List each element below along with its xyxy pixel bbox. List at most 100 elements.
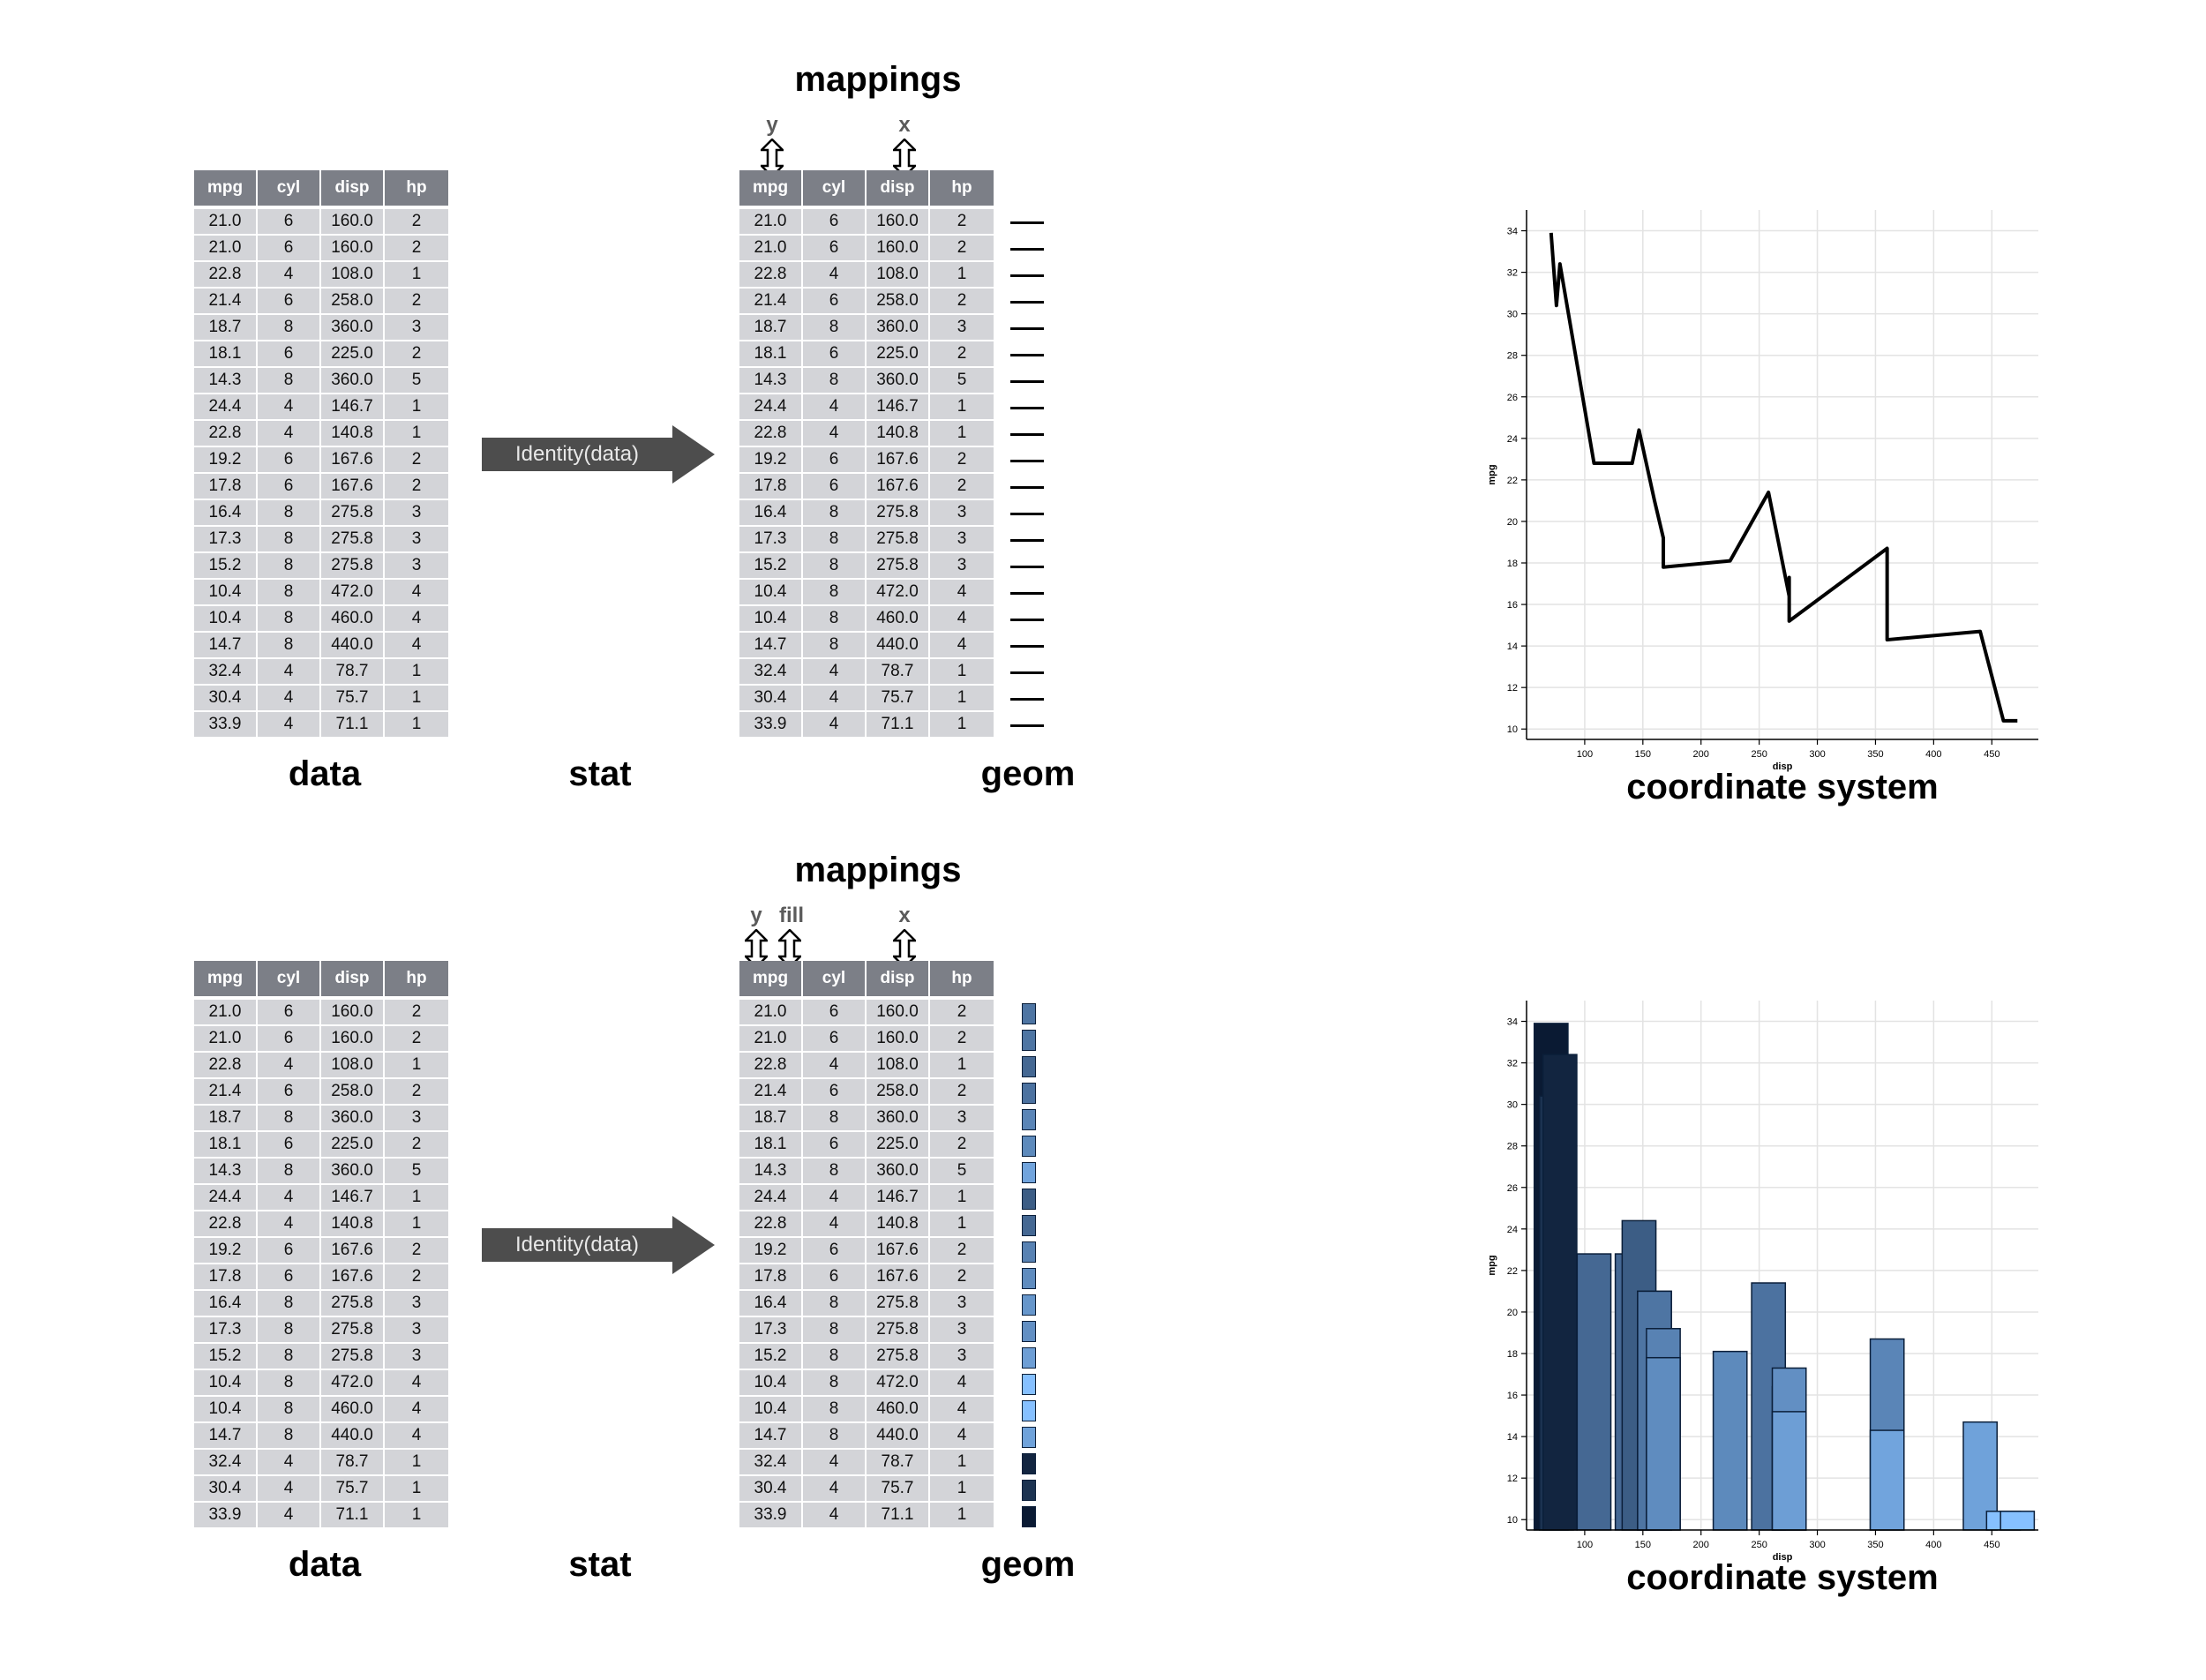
table-row: 30.4 4 75.7 1 [194, 1476, 448, 1503]
stat-identity-arrow: Identity(data) [482, 1216, 717, 1279]
table-cell: 3 [385, 1317, 448, 1344]
table-row: 21.4 6 258.0 2 [739, 1079, 994, 1106]
table-cell: 258.0 [867, 1079, 930, 1106]
table-cell: 21.0 [739, 1026, 803, 1053]
table-cell: 22.8 [739, 1211, 803, 1238]
table-cell: 10.4 [194, 1397, 258, 1423]
geom-fill-swatch [1022, 1109, 1036, 1130]
table-cell: 4 [803, 1053, 867, 1079]
table-cell: 8 [258, 1423, 321, 1450]
table-cell: 1 [385, 1053, 448, 1079]
table-cell: 21.0 [194, 236, 258, 262]
table-cell: 6 [803, 341, 867, 368]
data-table-header: mpg cyl disp hp [194, 170, 448, 209]
table-cell: 6 [258, 341, 321, 368]
table-cell: 2 [385, 289, 448, 315]
table-cell: 8 [803, 527, 867, 553]
table-row: 17.3 8 275.8 3 [194, 527, 448, 553]
table-row: 21.4 6 258.0 2 [194, 1079, 448, 1106]
table-cell: 1 [930, 1053, 994, 1079]
table-cell: 160.0 [321, 1000, 385, 1026]
table-cell: 15.2 [739, 553, 803, 580]
x-tick-label: 100 [1577, 1540, 1593, 1550]
table-cell: 4 [803, 1503, 867, 1529]
data-label: data [288, 754, 362, 793]
table-cell: 8 [258, 553, 321, 580]
y-tick-label: 18 [1507, 1349, 1518, 1360]
table-cell: 6 [258, 236, 321, 262]
table-cell: 275.8 [867, 500, 930, 527]
table-row: 14.7 8 440.0 4 [739, 633, 994, 659]
table-cell: 16.4 [739, 500, 803, 527]
table-cell: 19.2 [739, 1238, 803, 1264]
table-row: 15.2 8 275.8 3 [194, 553, 448, 580]
table-cell: 1 [930, 1476, 994, 1503]
table-cell: 10.4 [739, 580, 803, 606]
table-cell: 4 [258, 686, 321, 712]
table-cell: 8 [258, 1397, 321, 1423]
series-line [1549, 232, 2018, 723]
table-cell: 275.8 [321, 500, 385, 527]
table-cell: 1 [385, 262, 448, 289]
table-cell: 24.4 [194, 394, 258, 421]
table-cell: 167.6 [867, 474, 930, 500]
table-row: 14.7 8 440.0 4 [194, 633, 448, 659]
table-cell: 3 [930, 1106, 994, 1132]
geom-line-mark [1010, 566, 1044, 568]
table-cell: 3 [385, 527, 448, 553]
x-tick-label: 400 [1925, 749, 1941, 760]
table-cell: 33.9 [194, 1503, 258, 1529]
table-cell: 17.8 [739, 1264, 803, 1291]
table-cell: 275.8 [321, 1317, 385, 1344]
table-row: 18.7 8 360.0 3 [739, 1106, 994, 1132]
table-cell: 5 [385, 368, 448, 394]
table-row: 10.4 8 472.0 4 [739, 580, 994, 606]
geom-fill-swatch [1022, 1003, 1036, 1024]
table-cell: 8 [803, 315, 867, 341]
x-tick-label: 450 [1984, 1540, 2000, 1550]
table-cell: 21.0 [739, 209, 803, 236]
table-cell: 16.4 [194, 500, 258, 527]
table-cell: 17.3 [739, 1317, 803, 1344]
table-cell: 275.8 [321, 1344, 385, 1370]
y-axis-label: mpg [1487, 1255, 1497, 1275]
table-row: 16.4 8 275.8 3 [194, 500, 448, 527]
data-table-body: 21.0 6 160.0 2 21.0 6 160.0 2 22.8 4 108.0 1 21.4 6 25… [194, 209, 448, 739]
table-cell: 22.8 [739, 1053, 803, 1079]
table-row: 32.4 4 78.7 1 [194, 1450, 448, 1476]
stat-arrow-label: Identity(data) [514, 1233, 640, 1256]
table-cell: 4 [803, 1185, 867, 1211]
table-cell: 4 [258, 1211, 321, 1238]
table-cell: 2 [930, 474, 994, 500]
geom-fill-swatch [1022, 1215, 1036, 1236]
table-cell: 2 [930, 1000, 994, 1026]
table-cell: 8 [803, 633, 867, 659]
table-cell: 8 [803, 1397, 867, 1423]
table-cell: 21.0 [194, 209, 258, 236]
x-tick-label: 400 [1925, 1540, 1941, 1550]
table-cell: 167.6 [867, 1238, 930, 1264]
table-cell: 108.0 [867, 262, 930, 289]
table-cell: 4 [930, 1423, 994, 1450]
table-row: 14.7 8 440.0 4 [194, 1423, 448, 1450]
table-row: 22.8 4 108.0 1 [194, 262, 448, 289]
table-cell: 8 [258, 633, 321, 659]
x-tick-label: 300 [1809, 749, 1825, 760]
table-cell: 22.8 [194, 1053, 258, 1079]
table-cell: 160.0 [867, 209, 930, 236]
table-cell: 3 [385, 315, 448, 341]
table-cell: 1 [930, 659, 994, 686]
table-cell: 18.7 [739, 315, 803, 341]
geom-line-mark [1010, 221, 1044, 224]
table-row: 19.2 6 167.6 2 [739, 1238, 994, 1264]
table-row: 21.4 6 258.0 2 [194, 289, 448, 315]
geom-fill-swatch [1022, 1294, 1036, 1316]
table-cell: 2 [930, 1132, 994, 1159]
table-cell: 30.4 [739, 1476, 803, 1503]
table-cell: 360.0 [867, 315, 930, 341]
table-cell: 2 [385, 1264, 448, 1291]
x-tick-label: 200 [1693, 1540, 1709, 1550]
table-cell: 15.2 [194, 553, 258, 580]
geom-fill-swatch [1022, 1374, 1036, 1395]
table-cell: 3 [385, 500, 448, 527]
